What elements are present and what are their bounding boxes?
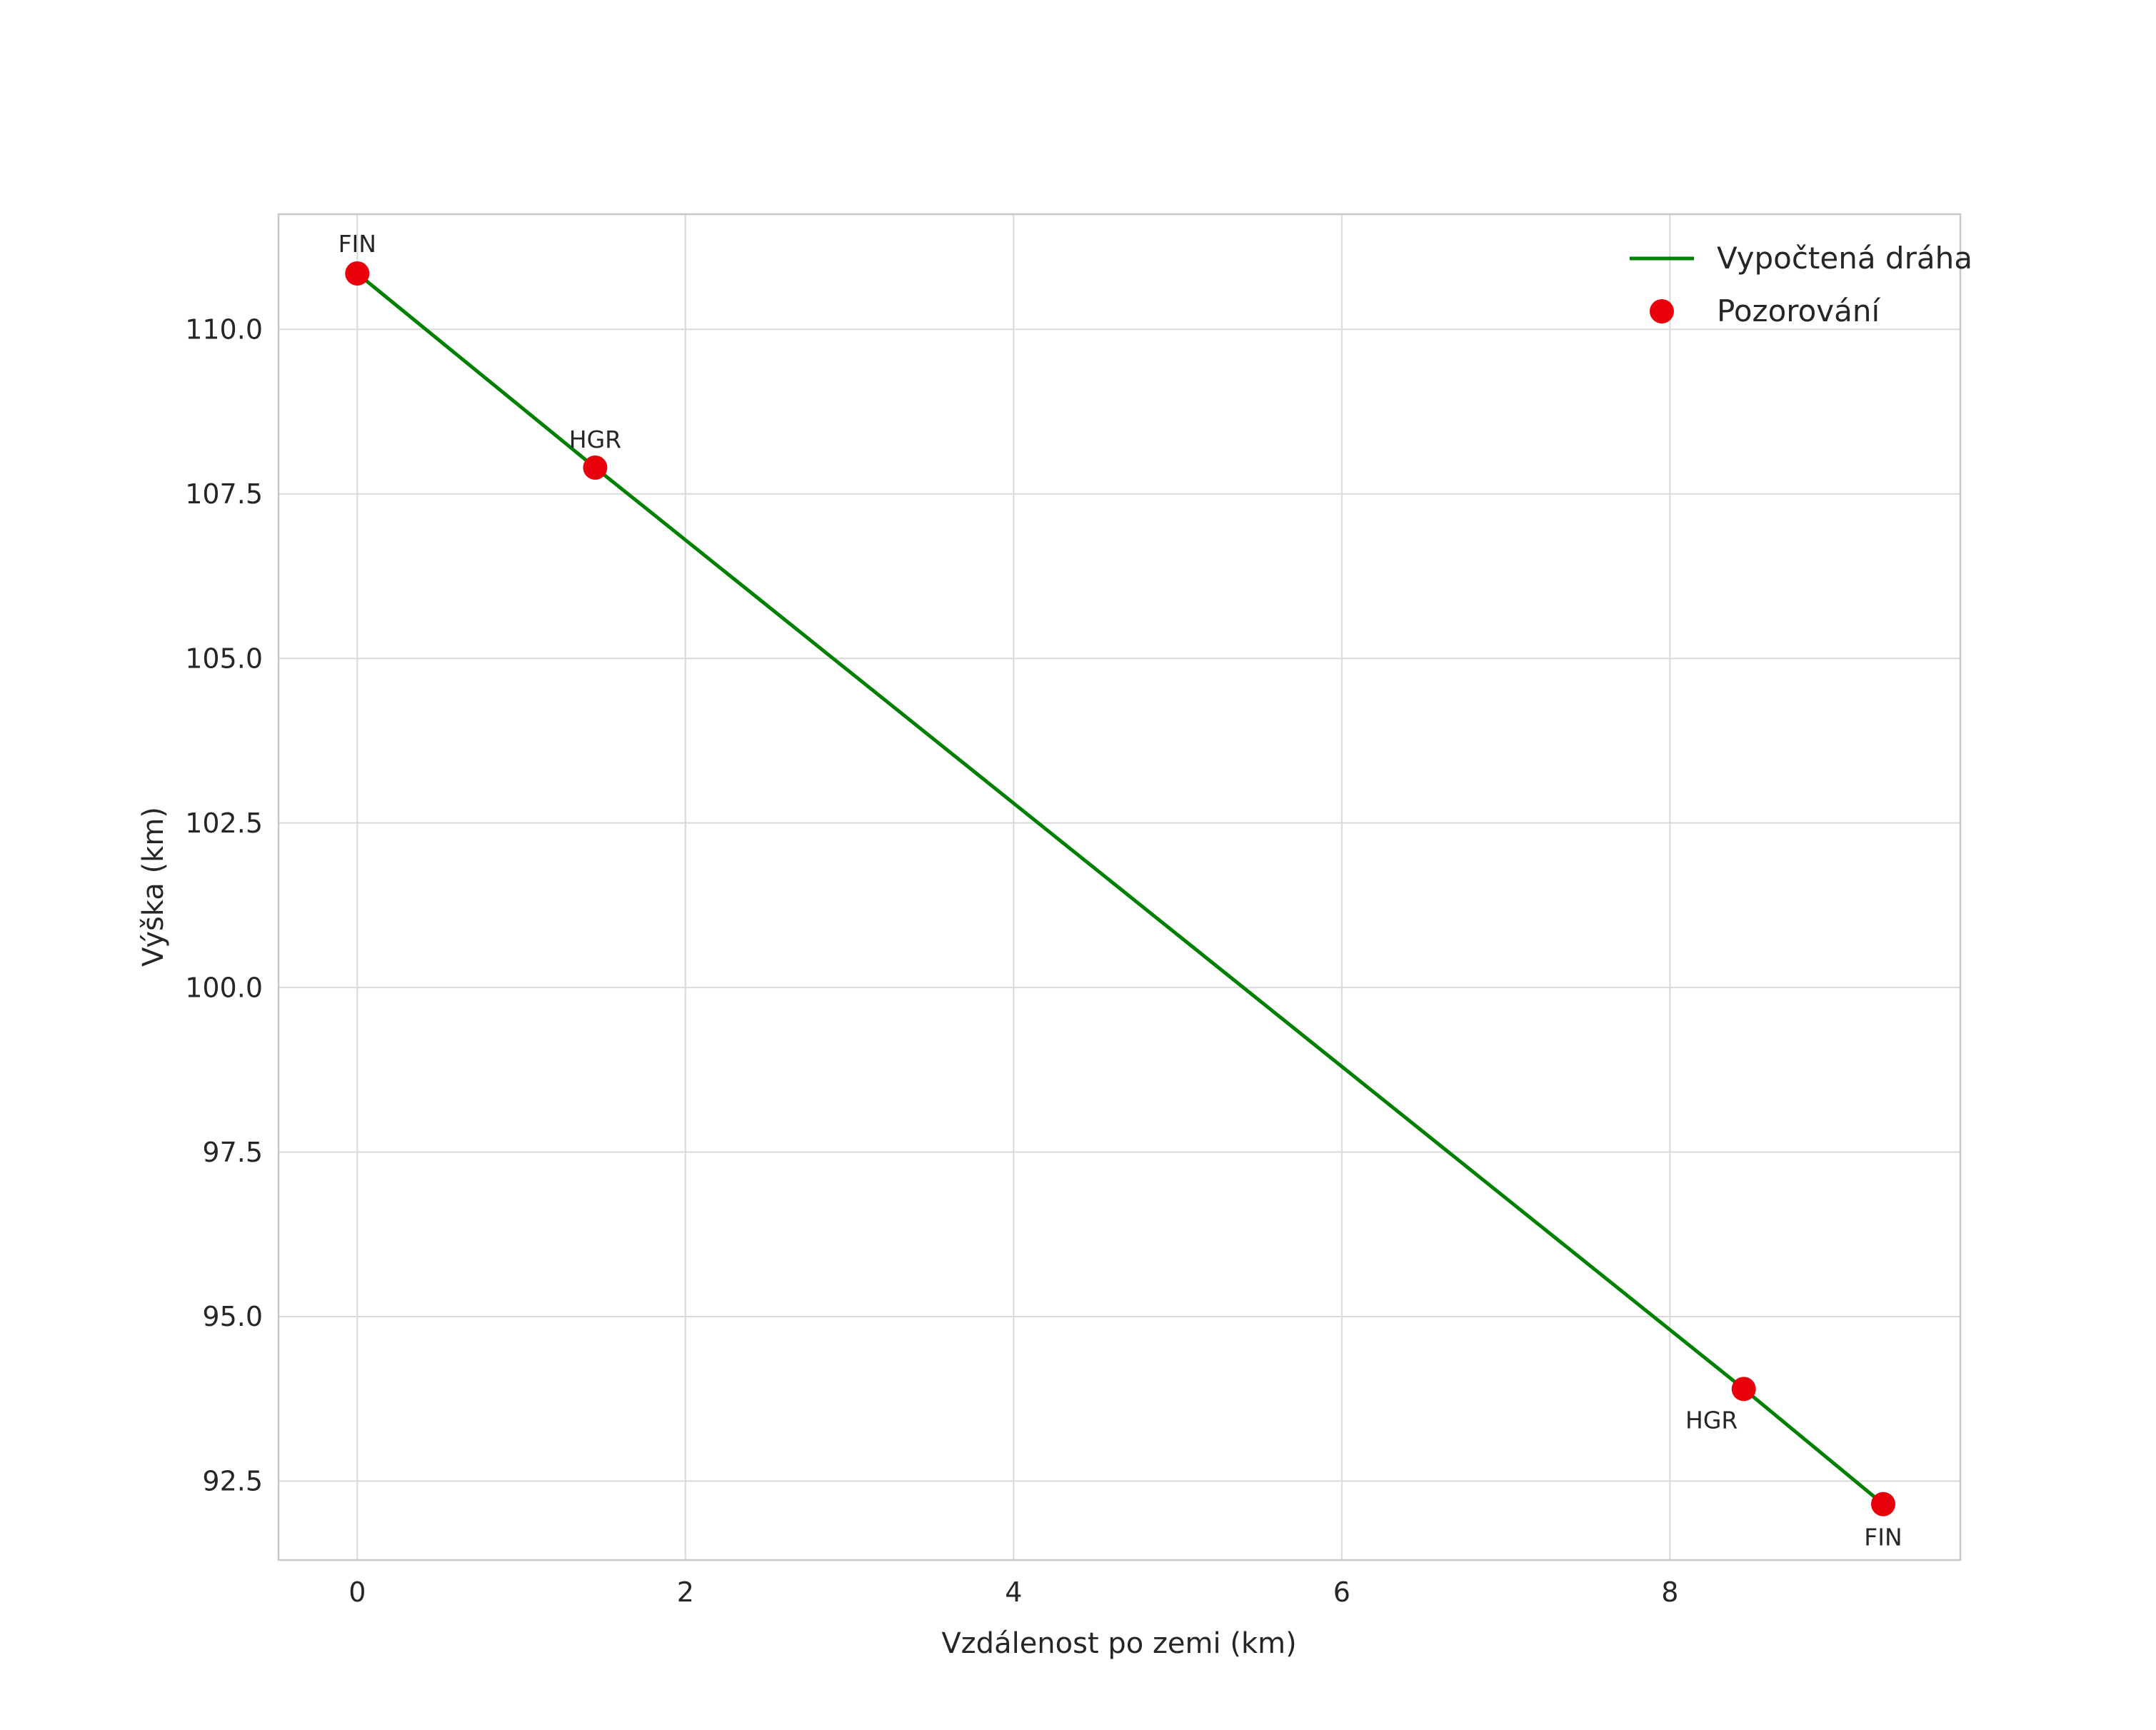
y-tick-label: 100.0	[185, 972, 263, 1003]
x-tick-label: 6	[1333, 1576, 1350, 1608]
x-tick-label: 8	[1661, 1576, 1678, 1608]
y-tick-label: 105.0	[185, 643, 263, 674]
data-point	[345, 261, 370, 286]
point-label: FIN	[339, 230, 376, 258]
legend-entry-label: Vypočtená dráha	[1717, 241, 1972, 276]
y-tick-label: 97.5	[202, 1137, 263, 1168]
data-point	[583, 455, 608, 480]
point-label: HGR	[569, 426, 621, 453]
point-label: FIN	[1864, 1524, 1902, 1552]
y-tick-label: 95.0	[202, 1301, 263, 1332]
trajectory-line	[355, 271, 1885, 1507]
y-axis-label: Výška (km)	[137, 807, 170, 967]
y-tick-label: 110.0	[185, 314, 263, 346]
y-tick-label: 102.5	[185, 808, 263, 839]
data-point	[1731, 1377, 1756, 1402]
plot-frame	[277, 213, 1962, 1561]
legend-layer: Vypočtená dráha Pozorování	[1630, 241, 1972, 328]
x-tick-label: 2	[677, 1576, 694, 1608]
frame-layer	[277, 213, 1962, 1561]
x-tick-label: 0	[349, 1576, 366, 1608]
tick-layer: 0 2 4 6 8 92.5 95.0 97.5 100.0 102.5 105.0 107.5 110…	[185, 314, 1678, 1608]
legend-entry-label: Pozorování	[1717, 293, 1881, 328]
y-tick-label: 92.5	[202, 1466, 263, 1497]
point-label: HGR	[1685, 1406, 1738, 1434]
series-layer: FIN HGR HGR FIN	[339, 230, 1902, 1552]
x-axis-label: Vzdálenost po zemi (km)	[941, 1627, 1296, 1660]
grid-layer	[279, 214, 1960, 1560]
y-tick-label: 107.5	[185, 478, 263, 510]
x-tick-label: 4	[1005, 1576, 1022, 1608]
data-point	[1871, 1492, 1896, 1517]
legend-marker-sample	[1650, 299, 1674, 323]
